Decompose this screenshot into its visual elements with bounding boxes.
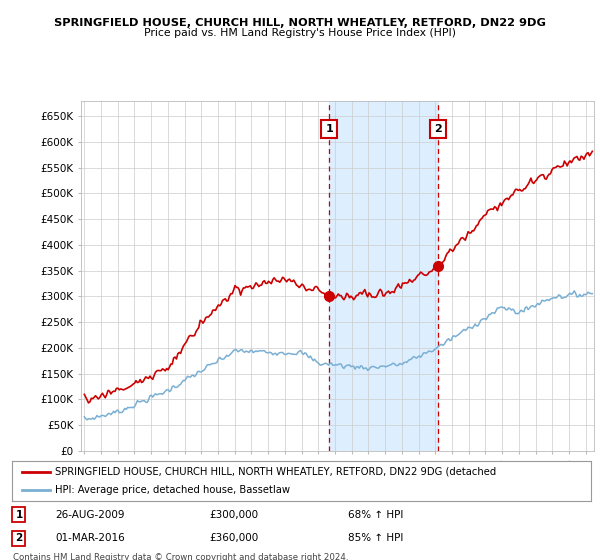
Text: £300,000: £300,000 (209, 510, 258, 520)
Text: 85% ↑ HPI: 85% ↑ HPI (348, 534, 403, 543)
Text: 2: 2 (434, 124, 442, 134)
Text: Contains HM Land Registry data © Crown copyright and database right 2024.
This d: Contains HM Land Registry data © Crown c… (13, 553, 349, 560)
Bar (329, 101, 438, 451)
Text: 2: 2 (16, 534, 23, 543)
Text: SPRINGFIELD HOUSE, CHURCH HILL, NORTH WHEATLEY, RETFORD, DN22 9DG (detached: SPRINGFIELD HOUSE, CHURCH HILL, NORTH WH… (55, 467, 497, 477)
Text: 26-AUG-2009: 26-AUG-2009 (55, 510, 125, 520)
Text: Price paid vs. HM Land Registry's House Price Index (HPI): Price paid vs. HM Land Registry's House … (144, 28, 456, 38)
Text: £360,000: £360,000 (209, 534, 258, 543)
Text: HPI: Average price, detached house, Bassetlaw: HPI: Average price, detached house, Bass… (55, 486, 290, 495)
Text: SPRINGFIELD HOUSE, CHURCH HILL, NORTH WHEATLEY, RETFORD, DN22 9DG: SPRINGFIELD HOUSE, CHURCH HILL, NORTH WH… (54, 18, 546, 28)
Text: 1: 1 (16, 510, 23, 520)
Text: 68% ↑ HPI: 68% ↑ HPI (348, 510, 403, 520)
Text: 1: 1 (325, 124, 333, 134)
Text: 01-MAR-2016: 01-MAR-2016 (55, 534, 125, 543)
